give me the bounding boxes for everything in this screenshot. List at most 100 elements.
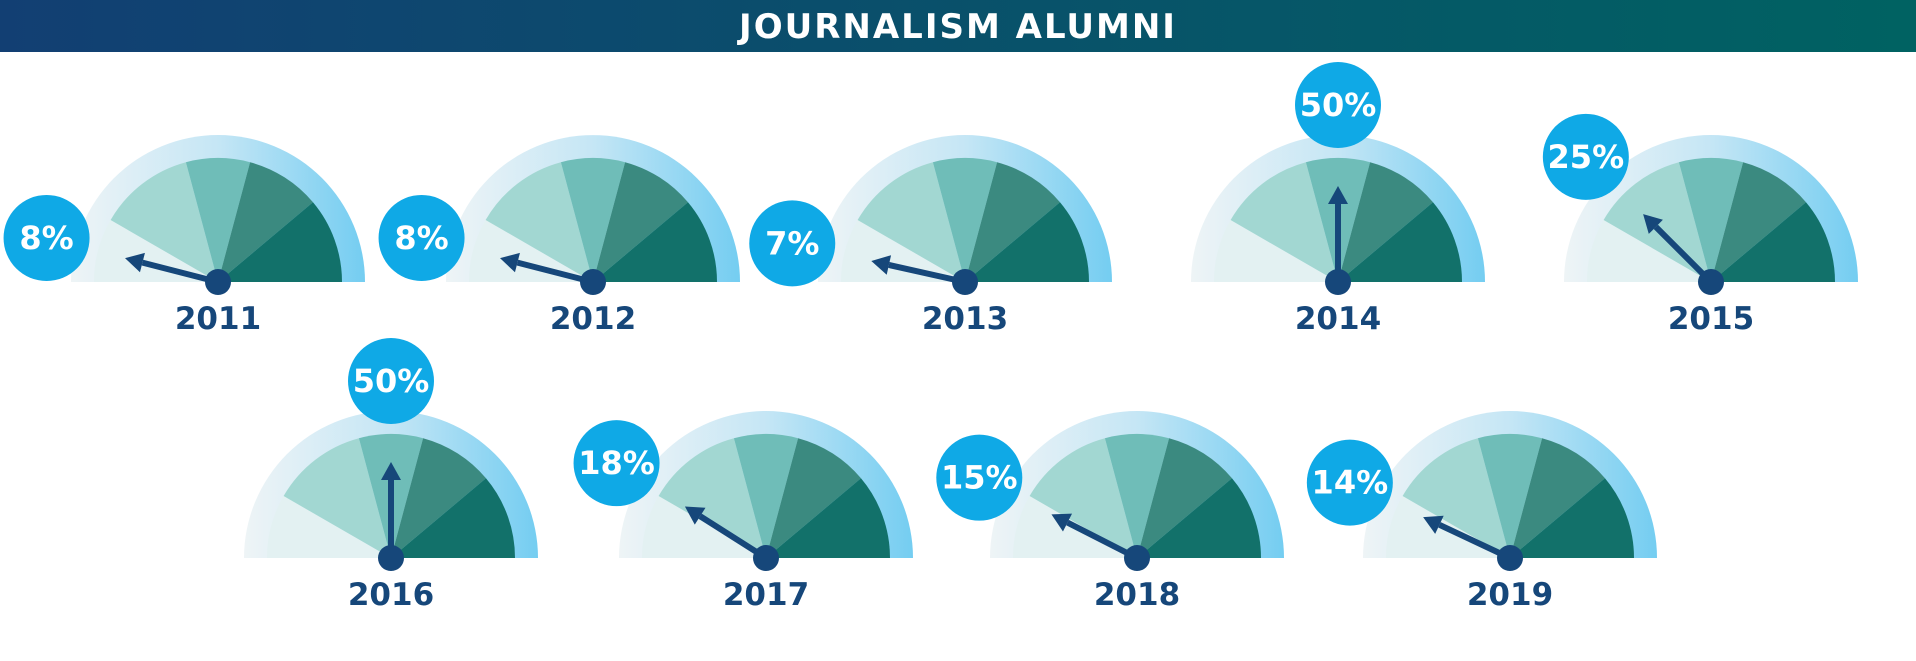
needle [125,252,219,285]
gauge: 14% 2019 [1306,411,1657,613]
gauge-segment [218,162,313,282]
needle-pivot [1698,269,1724,295]
gauge-segment [560,158,626,282]
gauge-segment [1338,202,1462,282]
gauge-segment [185,158,251,282]
gauge-segment [1510,438,1605,558]
year-label: 2015 [1668,301,1754,337]
needle-pivot [1124,545,1150,571]
gauge-segment [485,162,593,282]
gauge: 7% 2013 [749,135,1112,337]
value-bubble [348,338,434,424]
value-label: 25% [1548,138,1625,176]
needle-pivot [205,269,231,295]
gauge-segment [766,478,890,558]
year-label: 2018 [1094,577,1180,613]
needle-pivot [378,545,404,571]
gauge-segment [1477,434,1543,558]
gauge-segment [965,162,1060,282]
gauge-segment [218,202,342,282]
needle-head [684,506,706,525]
year-label: 2012 [550,301,636,337]
gauge-segment [1104,434,1170,558]
gauge-segment [1510,478,1634,558]
needle-pivot [753,545,779,571]
gauge-segment [110,162,218,282]
gauge-segment [766,438,861,558]
gauge-segment [1678,158,1744,282]
gauge-segment [1137,438,1232,558]
value-label: 8% [394,219,448,257]
gauge-segment [1338,162,1433,282]
gauge-segment [1587,220,1711,282]
gauge-segment [932,158,998,282]
value-label: 8% [19,219,73,257]
gauge: 50% 2016 [244,338,538,613]
needle-head [1328,186,1348,204]
needle-head [1051,513,1073,532]
value-bubble [1295,62,1381,148]
gauge: 8% 2011 [3,135,365,337]
value-label: 15% [941,459,1018,497]
needle-pivot [580,269,606,295]
year-label: 2019 [1467,577,1553,613]
gauge-segment [593,162,688,282]
needle [684,506,768,561]
needle-pivot [1325,269,1351,295]
needle-shaft [698,513,768,561]
year-label: 2017 [723,577,809,613]
gauge: 15% 2018 [936,411,1284,613]
needle-pivot [1497,545,1523,571]
gauge: 50% 2014 [1191,62,1485,337]
gauge: 25% 2015 [1542,113,1858,337]
gauge-segment [391,438,486,558]
needle-shaft [141,259,219,285]
gauge-segment [391,478,515,558]
gauge: 8% 2012 [378,135,740,337]
needle-head [871,255,892,275]
gauge: 18% 2017 [573,411,913,613]
gauge-segment [857,162,965,282]
gauge-segment [1230,162,1338,282]
value-bubble [3,194,90,281]
gauge-segment [658,438,766,558]
value-bubble [1542,113,1629,200]
value-bubble [936,434,1023,521]
value-bubble [1306,439,1393,526]
needle-pivot [952,269,978,295]
value-bubble [749,200,836,287]
chart-title: JOURNALISM ALUMNI [737,7,1177,47]
needle-shaft [1066,519,1139,561]
gauge-segment [283,438,391,558]
gauge-segment [733,434,799,558]
value-label: 18% [578,444,655,482]
year-label: 2013 [922,301,1008,337]
gauge-segment [841,220,965,282]
year-label: 2016 [348,577,434,613]
value-label: 7% [765,224,819,262]
gauge-segment [642,496,766,558]
gauge-segment [1029,438,1137,558]
value-label: 14% [1312,464,1389,502]
value-label: 50% [1300,86,1377,124]
gauge-segment [1711,162,1806,282]
gauge-segment [469,220,593,282]
needle-head [381,462,401,480]
needle-head [500,252,520,273]
gauge-segment [1137,478,1261,558]
gauge-segment [965,202,1089,282]
title-bar [0,0,1916,52]
gauge-segment [1711,202,1835,282]
value-bubble [573,420,660,507]
gauge-segment [1402,438,1510,558]
gauge-segment [267,496,391,558]
year-label: 2014 [1295,301,1381,337]
gauge-segment [1214,220,1338,282]
gauge-segment [593,202,717,282]
gauge-segment [94,220,218,282]
needle-head [125,252,145,273]
year-label: 2011 [175,301,261,337]
needle [1051,513,1139,561]
